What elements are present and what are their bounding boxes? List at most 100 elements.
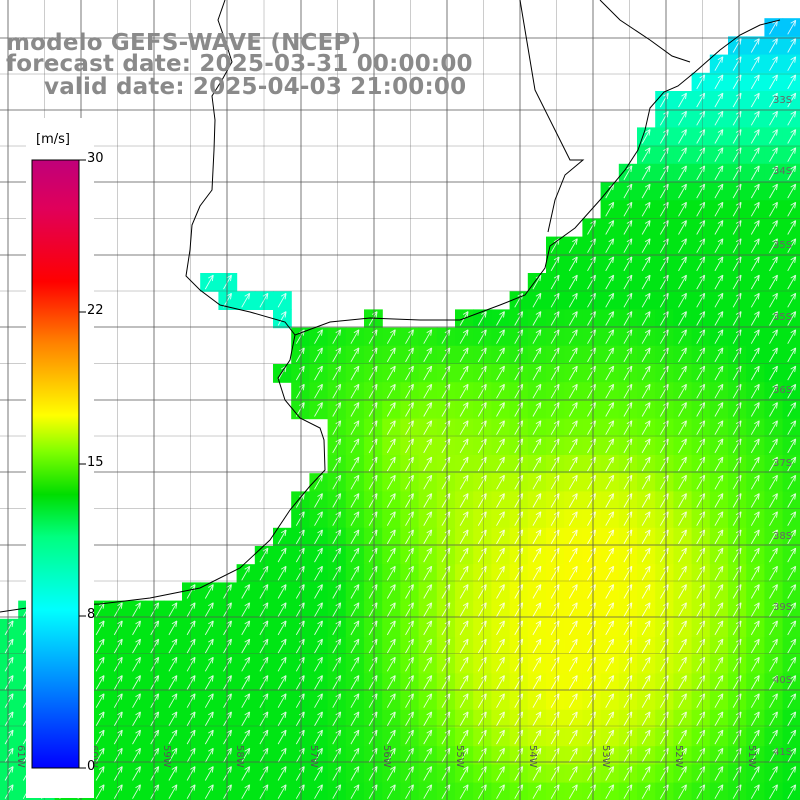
wind-arrow: [769, 493, 778, 508]
wind-arrow: [405, 383, 414, 399]
latitude-label: 35S: [773, 312, 792, 323]
wind-arrow: [678, 274, 687, 290]
wind-arrow: [405, 402, 414, 417]
wind-arrow: [332, 584, 342, 599]
wind-arrow: [769, 565, 778, 581]
wind-arrow: [787, 147, 797, 162]
wind-arrow: [277, 711, 287, 727]
wind-arrow: [714, 311, 724, 326]
wind-arrow: [696, 365, 706, 381]
wind-arrow: [750, 347, 760, 363]
wind-arrow: [696, 183, 706, 199]
wind-arrow: [477, 420, 487, 435]
wind-arrow: [787, 129, 797, 144]
wind-arrow: [204, 711, 214, 727]
wind-arrow: [678, 110, 687, 126]
wind-arrow: [641, 274, 651, 290]
wind-arrow: [532, 529, 542, 545]
wind-arrow: [769, 56, 778, 71]
wind-arrow: [386, 620, 396, 636]
wind-arrow: [641, 784, 651, 799]
wind-arrow: [769, 584, 778, 599]
wind-arrow: [186, 729, 196, 745]
wind-arrow: [95, 693, 105, 708]
wind-arrow: [532, 383, 542, 399]
wind-arrow: [678, 620, 687, 636]
wind-arrow: [568, 383, 578, 399]
latitude-label: 34S: [773, 166, 792, 177]
wind-arrow: [113, 729, 123, 745]
wind-arrow: [496, 766, 505, 781]
wind-arrow: [641, 165, 651, 181]
wind-arrow: [568, 584, 578, 599]
wind-arrow: [787, 638, 797, 654]
wind-arrow: [750, 729, 760, 745]
wind-arrow: [532, 747, 542, 763]
wind-arrow: [168, 638, 178, 654]
wind-arrow: [405, 711, 414, 727]
wind-arrow: [568, 784, 578, 799]
wind-arrow: [696, 220, 706, 235]
wind-arrow: [95, 747, 105, 763]
wind-arrow: [714, 74, 724, 90]
wind-arrow: [241, 638, 251, 654]
wind-arrow: [641, 602, 651, 617]
wind-arrow: [568, 602, 578, 617]
wind-arrow: [678, 656, 687, 672]
wind-arrow: [696, 274, 706, 290]
wind-arrow: [678, 201, 687, 217]
wind-arrow: [350, 511, 360, 526]
wind-arrow: [368, 620, 378, 636]
colorbar-tick-15: 15: [87, 455, 104, 470]
wind-arrow: [459, 584, 469, 599]
wind-arrow: [477, 365, 487, 381]
wind-arrow: [350, 347, 360, 363]
wind-arrow: [496, 638, 505, 654]
wind-arrow: [386, 747, 396, 763]
wind-arrow: [132, 766, 141, 781]
wind-arrow: [350, 693, 360, 708]
wind-arrow: [787, 711, 797, 727]
wind-arrow: [714, 456, 724, 472]
wind-arrow: [350, 420, 360, 435]
wind-arrow: [423, 511, 433, 526]
wind-arrow: [477, 747, 487, 763]
wind-arrow: [477, 693, 487, 708]
wind-arrow: [568, 620, 578, 636]
wind-arrow: [568, 729, 578, 745]
wind-arrow: [459, 402, 469, 417]
wind-arrow: [787, 74, 797, 90]
wind-arrow: [750, 438, 760, 454]
wind-arrow: [769, 675, 778, 690]
wind-arrow: [714, 529, 724, 545]
wind-arrow: [168, 766, 178, 781]
wind-arrow: [787, 201, 797, 217]
wind-arrow: [696, 311, 706, 326]
wind-arrow: [386, 675, 396, 690]
wind-arrow: [386, 766, 396, 781]
wind-arrow: [714, 747, 724, 763]
wind-arrow: [314, 584, 323, 599]
wind-arrow: [787, 183, 797, 199]
wind-arrow: [696, 766, 706, 781]
wind-arrow: [459, 493, 469, 508]
wind-arrow: [314, 729, 323, 745]
wind-arrow: [714, 784, 724, 799]
wind-arrow: [769, 474, 778, 490]
wind-arrow: [405, 347, 414, 363]
wind-arrow: [605, 620, 615, 636]
wind-arrow: [641, 420, 651, 435]
wind-arrow: [641, 292, 651, 308]
wind-arrow: [769, 711, 778, 727]
wind-arrow: [769, 129, 778, 144]
wind-arrow: [696, 584, 706, 599]
wind-arrow: [459, 347, 469, 363]
wind-arrow: [750, 402, 760, 417]
wind-arrow: [368, 675, 378, 690]
wind-arrow: [678, 547, 687, 563]
wind-arrow: [314, 329, 323, 344]
colorbar-tick-0: 0: [87, 759, 96, 774]
wind-arrow: [750, 584, 760, 599]
wind-arrow: [459, 565, 469, 581]
